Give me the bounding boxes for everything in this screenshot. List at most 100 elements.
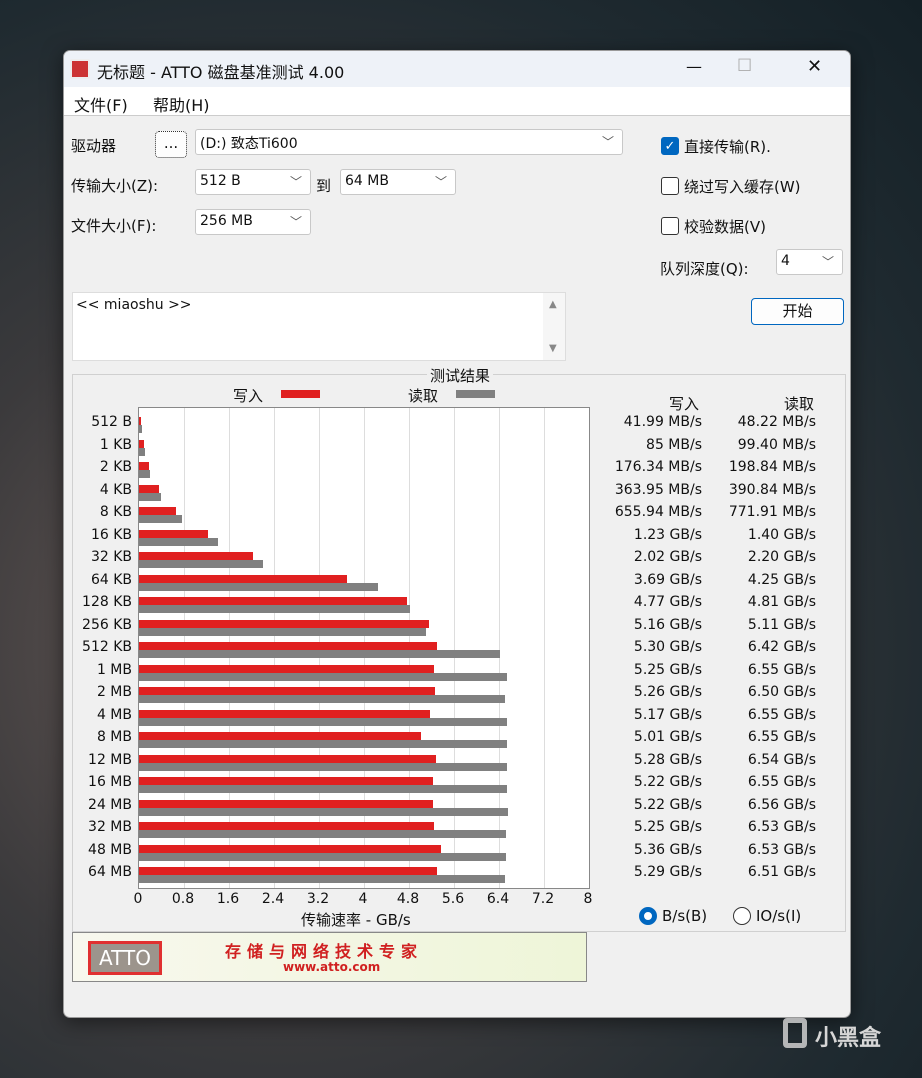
write-bar [139,574,347,583]
drive-value: (D:) 致态Ti600 [200,136,298,152]
read-value: 4.25 GB/s [747,571,816,588]
window-title: 无标题 - ATTO 磁盘基准测试 4.00 [97,63,345,82]
write-bar [139,462,149,470]
read-value: 4.81 GB/s [747,594,816,610]
direct-io-checkbox[interactable]: ✓ [661,137,679,155]
description-textarea[interactable]: << miaoshu >> ▲ ▼ [72,292,566,361]
chevron-down-icon: ﹀ [601,135,614,149]
file-size-select[interactable]: 256 MB ﹀ [195,209,311,235]
chart-plot-area [138,407,590,889]
scrollbar[interactable]: ▲ ▼ [543,293,565,360]
write-bar [139,732,421,740]
chevron-down-icon: ﹀ [434,175,447,189]
x-tick-label: 8 [583,891,593,907]
write-value: 655.94 MB/s [614,504,702,520]
menu-file[interactable]: 文件(F) [74,96,128,115]
legend-write-label: 写入 [233,387,264,405]
write-value: 4.77 GB/s [633,594,702,610]
read-bar [139,582,379,591]
read-bar [139,807,508,816]
read-bar [139,740,508,748]
write-header: 写入 [669,395,700,413]
write-bar [139,619,430,628]
read-bar [139,492,161,501]
atto-banner[interactable]: ATTO 存储与网络技术专家 www.atto.com [72,932,587,982]
category-label: 48 MB [88,841,132,858]
transfer-to-select[interactable]: 64 MB ﹀ [340,169,456,195]
to-label: 到 [316,177,332,195]
maximize-button[interactable]: ☐ [737,56,753,76]
close-button[interactable]: ✕ [807,56,823,77]
atto-window: 无标题 - ATTO 磁盘基准测试 4.00 — ☐ ✕ 文件(F) 帮助(H)… [63,50,851,1018]
legend-read-swatch [456,390,495,398]
write-value: 363.95 MB/s [614,481,702,498]
category-label: 1 MB [96,661,132,678]
category-label: 12 MB [88,751,132,768]
write-bar [139,484,160,493]
minimize-button[interactable]: — [686,57,702,76]
queue-depth-value: 4 [781,253,790,269]
queue-depth-label: 队列深度(Q): [660,260,749,278]
category-label: 2 KB [99,459,132,475]
read-value: 390.84 MB/s [728,481,816,498]
category-label: 4 MB [96,706,132,723]
write-bar [139,664,435,673]
write-bar [139,529,209,538]
iops-label: IO/s(I) [756,907,802,925]
read-value: 99.40 MB/s [737,436,816,453]
verify-checkbox[interactable] [661,217,679,235]
banner-url[interactable]: www.atto.com [283,960,381,974]
transfer-from-select[interactable]: 512 B ﹀ [195,169,311,195]
read-bar [139,650,501,658]
x-tick-label: 7.2 [531,891,555,907]
write-bar [139,439,144,448]
read-bar [139,627,427,636]
start-button[interactable]: 开始 [751,298,844,325]
write-bar [139,417,142,425]
verify-label: 校验数据(V) [684,218,766,236]
write-value: 5.36 GB/s [633,841,702,858]
write-value: 1.23 GB/s [633,526,702,543]
bypass-cache-checkbox[interactable] [661,177,679,195]
write-value: 3.69 GB/s [633,571,702,588]
write-value: 176.34 MB/s [614,459,702,475]
read-value: 5.11 GB/s [747,616,816,633]
category-label: 256 KB [82,616,132,633]
atto-logo: ATTO [88,941,162,975]
x-tick-label: 3.2 [306,891,330,907]
iops-radio[interactable] [733,907,751,925]
read-bar [139,762,507,771]
drive-label: 驱动器 [71,137,117,155]
category-label: 24 MB [88,796,132,813]
title-bar: 无标题 - ATTO 磁盘基准测试 4.00 — ☐ ✕ [64,51,850,87]
transfer-size-label: 传输大小(Z): [71,177,159,195]
read-value: 1.40 GB/s [747,526,816,543]
read-value: 48.22 MB/s [737,414,816,430]
category-label: 512 KB [82,639,132,655]
scroll-down-icon[interactable]: ▼ [549,343,557,354]
write-bar [139,687,435,695]
category-label: 8 KB [99,504,132,520]
scroll-up-icon[interactable]: ▲ [549,299,557,310]
bps-radio[interactable] [639,907,657,925]
x-tick-label: 6.4 [486,891,510,907]
chevron-down-icon: ﹀ [821,255,834,269]
category-label: 16 KB [90,526,132,543]
read-bar [139,875,506,883]
category-label: 4 KB [99,481,132,498]
menu-help[interactable]: 帮助(H) [153,96,210,115]
read-value: 6.55 GB/s [747,774,816,790]
read-value: 6.50 GB/s [747,684,816,700]
read-value: 6.51 GB/s [747,864,816,880]
x-tick-label: 1.6 [216,891,240,907]
queue-depth-select[interactable]: 4 ﹀ [776,249,843,275]
x-tick-label: 0 [133,891,143,907]
results-title: 测试结果 [427,365,494,386]
read-bar [139,425,142,433]
read-value: 6.53 GB/s [747,841,816,858]
drive-select[interactable]: (D:) 致态Ti600 ﹀ [195,129,623,155]
x-tick-label: 4 [358,891,368,907]
bypass-cache-label: 绕过写入缓存(W) [684,178,801,196]
browse-button[interactable]: ... [155,131,187,158]
read-header: 读取 [784,395,815,413]
